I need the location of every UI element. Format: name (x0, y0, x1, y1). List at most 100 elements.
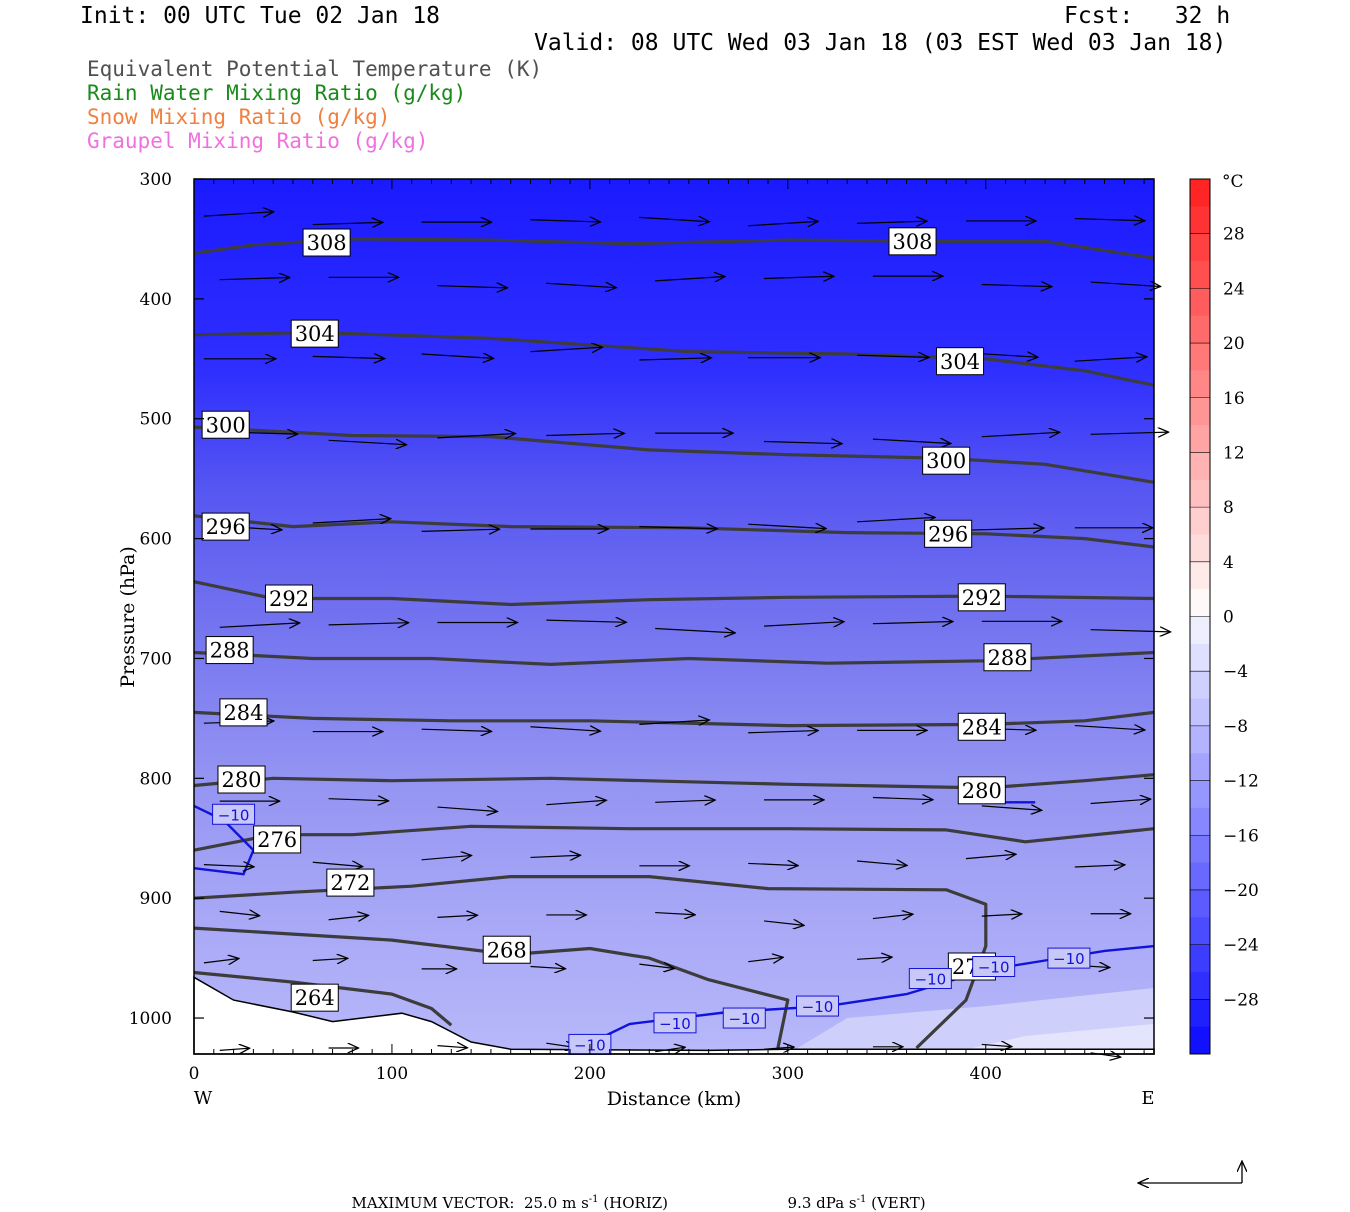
theta-e-label-308: 308 (307, 231, 347, 255)
wind-vector (546, 283, 616, 287)
theta-e-label-288-box (205, 636, 254, 665)
wind-vector (530, 855, 580, 857)
theta-e-label-300: 300 (206, 413, 246, 437)
wind-vector (421, 729, 492, 731)
wind-vector (655, 628, 735, 632)
wind-vector (312, 958, 348, 960)
wind-vector (639, 527, 717, 529)
temp-label-box (796, 995, 840, 1017)
colorbar-segment (1190, 370, 1210, 399)
theta-e-label-304-box (935, 347, 985, 376)
colorbar-segment (1190, 889, 1210, 918)
wind-vector (1074, 219, 1145, 221)
colorbar-label: −24 (1223, 936, 1259, 956)
wind-vector (981, 284, 1052, 286)
theta-e-label-276: 276 (257, 828, 297, 852)
max-vector-prefix: MAXIMUM VECTOR: (351, 1194, 515, 1212)
temp-label: −10 (659, 1015, 691, 1033)
theta-e-label-284-box (219, 698, 268, 727)
colorbar-segment (1190, 343, 1210, 371)
theta-e-label-272-box (326, 868, 375, 897)
wind-vector (328, 440, 407, 444)
colorbar-segment (1190, 1026, 1210, 1055)
colorbar-segment (1190, 780, 1210, 809)
max-vector-arrows (1138, 1161, 1242, 1183)
forecast-hour: Fcst: 32 h (1064, 3, 1231, 29)
wind-vector (219, 623, 300, 627)
theta-e-label-304: 304 (295, 322, 335, 346)
temp-label-box (653, 1012, 697, 1034)
theta-e-label-268: 268 (487, 938, 527, 962)
colorbar-segment (1190, 616, 1210, 645)
wind-vector (981, 432, 1060, 436)
wind-vector (328, 799, 389, 801)
wind-vector (639, 358, 711, 360)
wind-vector (219, 911, 260, 915)
wind-vector (872, 621, 953, 623)
colorbar-label: −12 (1223, 772, 1259, 792)
colorbar-segment (1190, 944, 1210, 973)
theta-e-label-304-box (290, 319, 339, 348)
colorbar-label: 28 (1223, 225, 1245, 245)
theta-e-label-296: 296 (928, 522, 968, 546)
wind-vector (857, 861, 907, 865)
y-tick-label: 900 (140, 889, 172, 909)
horiz-suffix: (HORIZ) (598, 1194, 669, 1212)
colorbar-segment (1190, 999, 1210, 1028)
colorbar-segment (1190, 971, 1210, 1000)
colorbar-segment (1190, 425, 1210, 453)
wind-vector (1074, 357, 1147, 361)
colorbar-segment (1190, 397, 1210, 426)
colorbar-segment (1190, 479, 1210, 508)
wind-vector (1090, 282, 1161, 286)
wind-vector (981, 914, 1022, 916)
colorbar-segment (1190, 589, 1210, 617)
theta-e-label-300: 300 (926, 449, 966, 473)
colorbar-segment (1190, 507, 1210, 535)
wind-vector (328, 915, 369, 919)
theta-e-label-292-box (264, 584, 314, 613)
legend-theta-e: Equivalent Potential Temperature (K) (87, 57, 543, 81)
wind-vector (872, 914, 913, 918)
wind-vector (328, 623, 409, 625)
wind-vector (655, 913, 695, 915)
wind-vector (312, 356, 385, 358)
colorbar-segment (1190, 643, 1210, 672)
colorbar-label: 0 (1223, 608, 1234, 628)
theta-e-label-304: 304 (940, 350, 980, 374)
wind-vector (437, 915, 477, 917)
theta-e-label-292: 292 (269, 587, 309, 611)
colorbar-label: 8 (1223, 498, 1234, 518)
y-tick-label: 300 (140, 170, 172, 190)
temp-label: −10 (978, 959, 1010, 977)
theta-e-label-292: 292 (962, 586, 1002, 610)
theta-e-label-280: 280 (221, 768, 261, 792)
legend-graupel: Graupel Mixing Ratio (g/kg) (87, 129, 429, 153)
wind-vector (421, 529, 500, 531)
theta-e-label-308-box (302, 228, 351, 257)
x-end-label-east: E (1141, 1088, 1154, 1109)
wind-vector (965, 854, 1016, 858)
theta-e-label-288-box (983, 643, 1032, 672)
temp-label-box (722, 1007, 766, 1029)
x-tick-label: 300 (772, 1064, 804, 1084)
wind-vector (748, 221, 818, 225)
theta-e-contour-280 (193, 773, 1155, 790)
wind-vector (763, 921, 804, 925)
theta-e-label-280-box (217, 765, 266, 794)
x-tick-label: 200 (574, 1064, 606, 1084)
wind-vector (203, 865, 254, 867)
wind-vector (203, 959, 239, 963)
temp-label: −10 (915, 970, 947, 988)
colorbar-segment (1190, 233, 1210, 262)
wind-vector (655, 276, 725, 280)
wind-vector (437, 1046, 467, 1048)
theta-e-label-268-box (482, 935, 531, 964)
wind-vector (764, 442, 842, 444)
theta-e-label-296-box (201, 512, 250, 541)
colorbar-label: 16 (1223, 389, 1245, 409)
valid-time: Valid: 08 UTC Wed 03 Jan 18 (03 EST Wed … (534, 30, 1227, 56)
theta-e-label-288: 288 (210, 639, 250, 663)
wind-vector (857, 221, 927, 223)
wind-vector (655, 1047, 685, 1051)
